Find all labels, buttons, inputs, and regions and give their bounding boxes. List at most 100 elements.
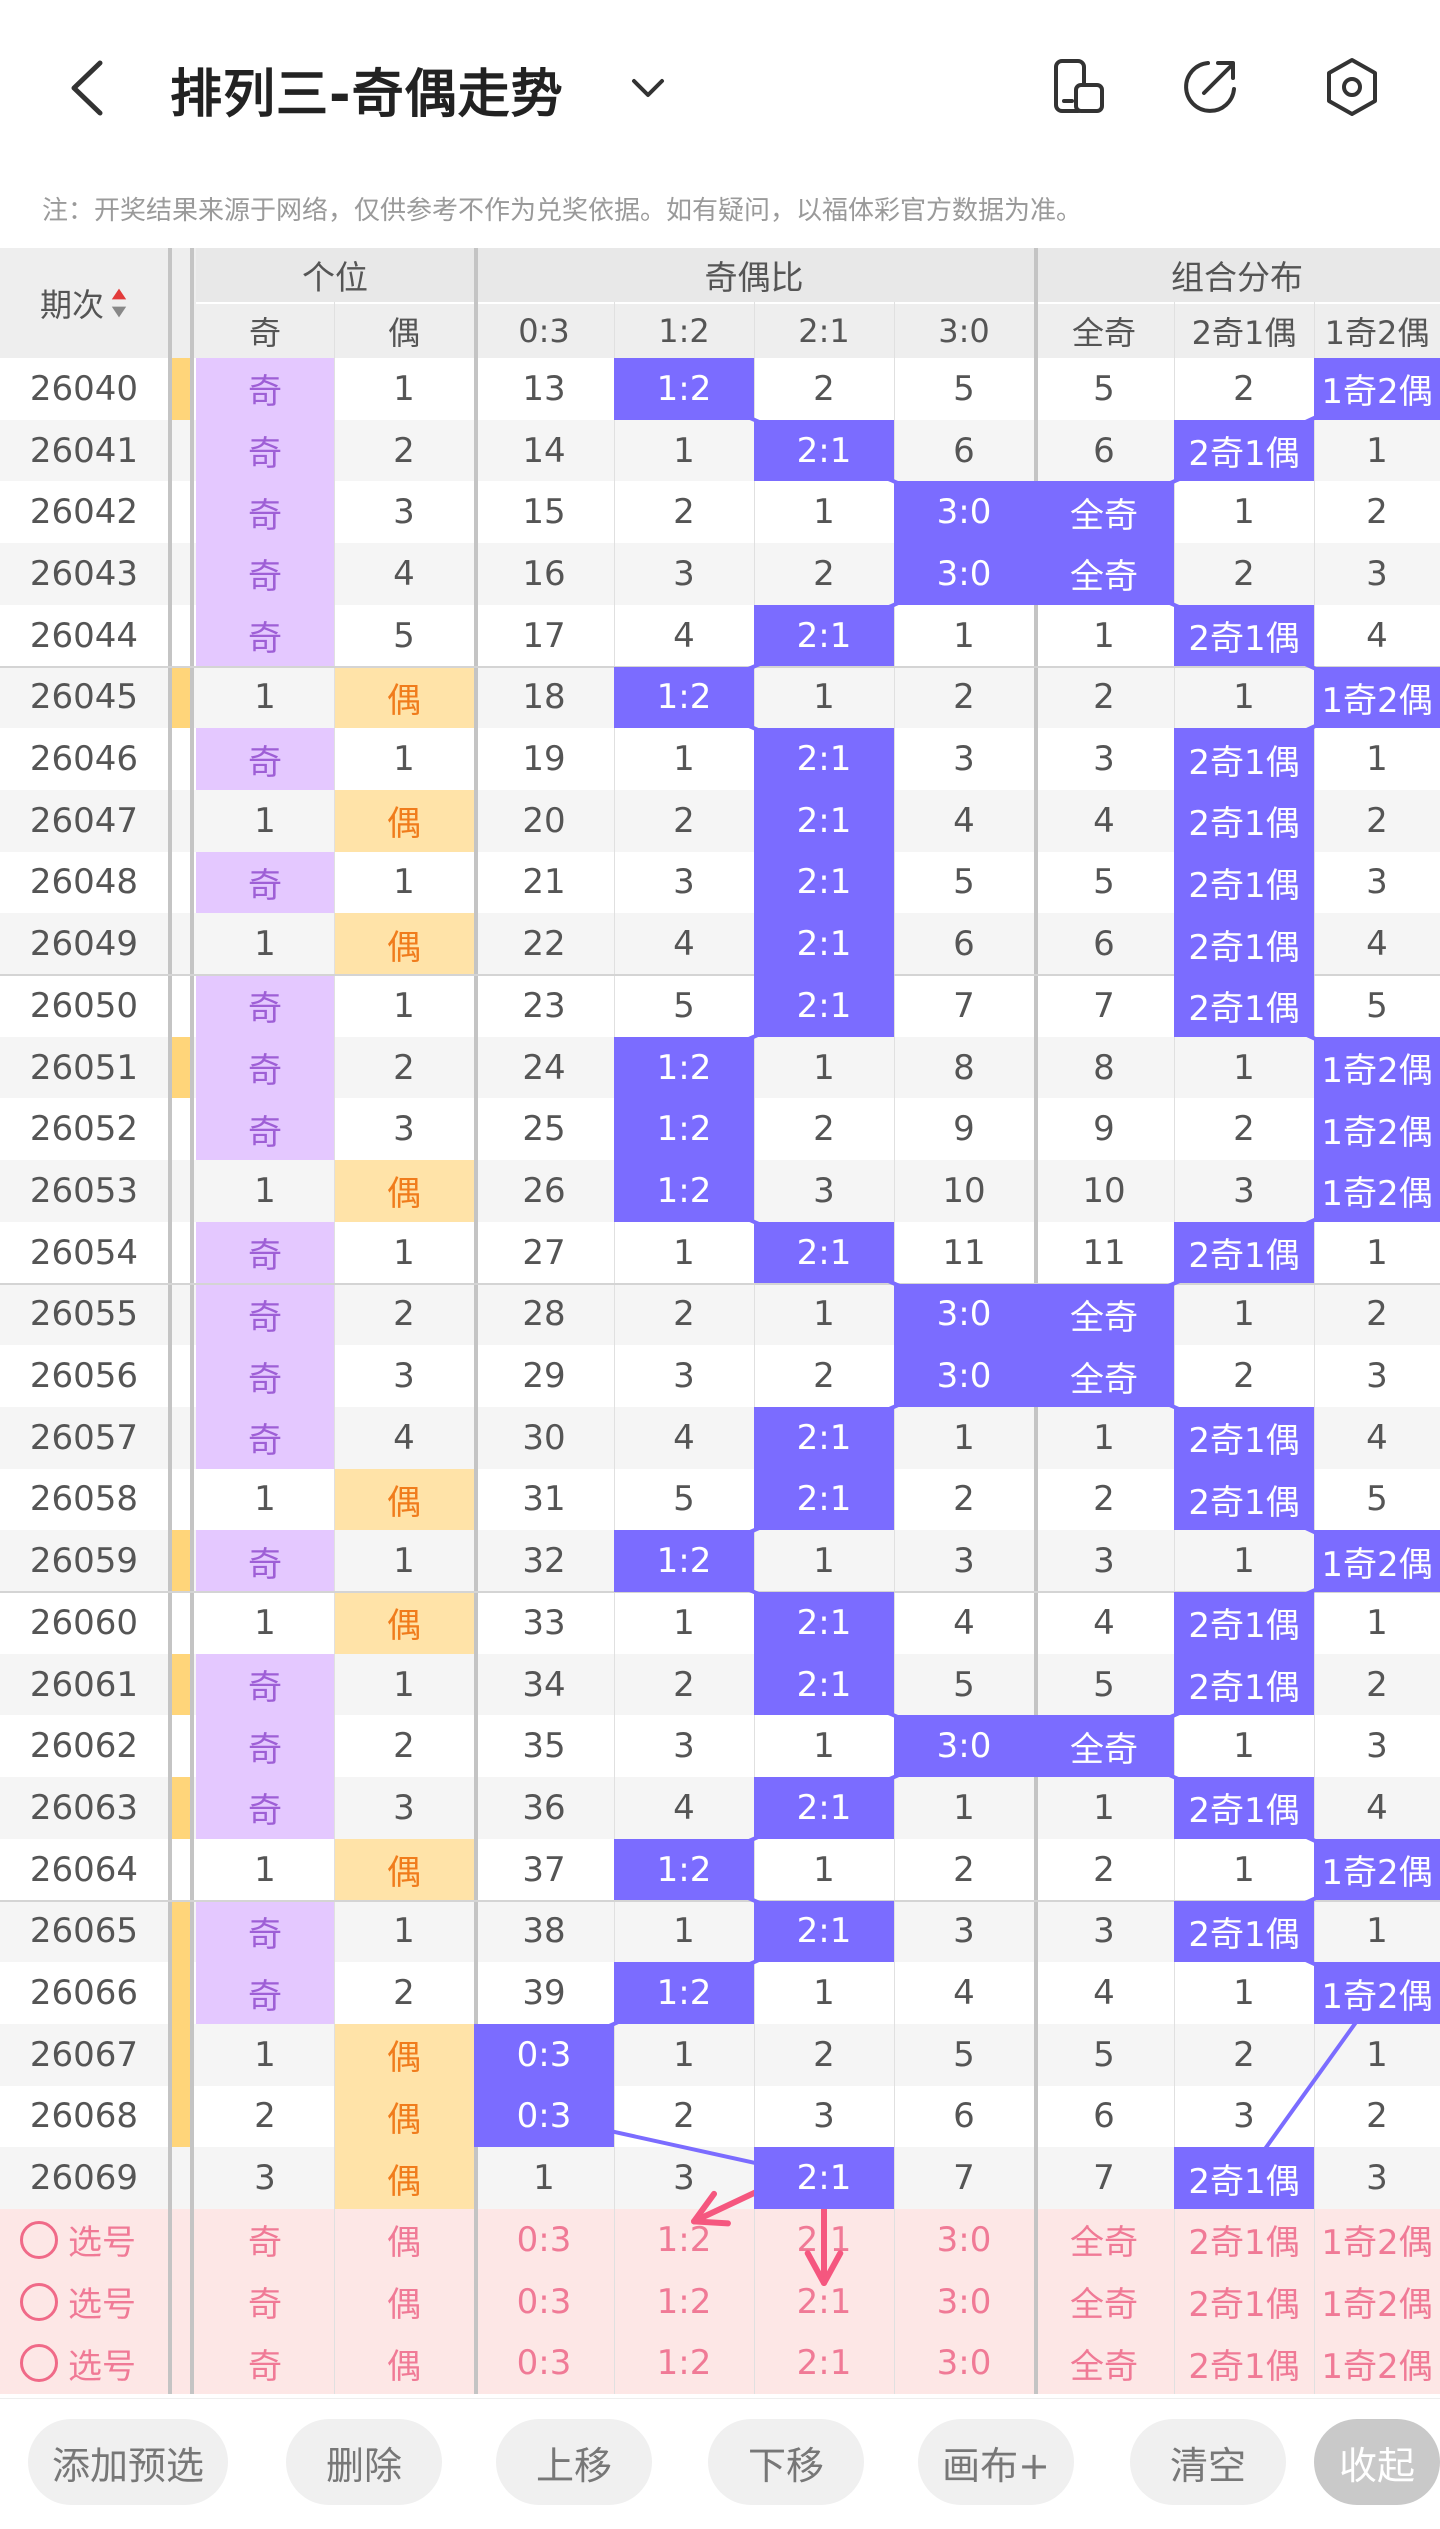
select-option[interactable]: 1奇2偶 [1321, 2223, 1433, 2264]
select-option[interactable]: 2奇1偶 [1188, 2285, 1300, 2326]
data-cell: 2 [254, 2096, 276, 2137]
select-option[interactable]: 全奇 [1070, 2223, 1138, 2264]
data-cell: 3 [1366, 862, 1388, 903]
selection-row[interactable] [0, 2332, 1440, 2395]
delete-button[interactable]: 删除 [286, 2419, 442, 2505]
data-cell: 2奇1偶 [1174, 2147, 1314, 2209]
data-cell: 1 [953, 1417, 975, 1458]
select-option[interactable]: 2奇1偶 [1188, 2223, 1300, 2264]
move-down-button[interactable]: 下移 [708, 2419, 864, 2505]
data-cell: 1 [673, 1232, 695, 1273]
data-cell: 2 [1093, 677, 1115, 718]
select-option[interactable]: 偶 [387, 2223, 421, 2264]
select-option[interactable]: 1:2 [656, 2281, 712, 2322]
data-cell: 全奇 [1034, 543, 1174, 605]
data-cell: 1:2 [614, 1962, 754, 2024]
select-option[interactable]: 2:1 [796, 2343, 852, 2384]
chevron-down-icon[interactable] [628, 68, 668, 108]
collapse-button[interactable]: 收起 [1314, 2419, 1440, 2505]
select-option[interactable]: 3:0 [936, 2281, 992, 2322]
select-option[interactable]: 0:3 [516, 2281, 572, 2322]
data-cell: 1 [1233, 1541, 1255, 1582]
radio-circle-icon[interactable] [20, 2282, 58, 2321]
period-cell: 26051 [29, 1047, 139, 1088]
data-cell: 奇 [196, 975, 334, 1037]
data-cell: 偶 [334, 1468, 474, 1531]
select-option[interactable]: 2:1 [796, 2281, 852, 2322]
data-cell: 3 [1093, 739, 1115, 780]
data-cell: 4 [393, 1417, 415, 1458]
data-cell: 3 [813, 1170, 835, 1211]
select-option[interactable]: 1奇2偶 [1321, 2346, 1433, 2387]
select-option[interactable]: 1:2 [656, 2219, 712, 2260]
select-option[interactable]: 奇 [248, 2223, 282, 2264]
data-cell: 5 [673, 985, 695, 1026]
data-cell: 5 [953, 368, 975, 409]
select-option[interactable]: 奇 [248, 2346, 282, 2387]
settings-icon[interactable] [1320, 55, 1384, 119]
data-cell: 3 [673, 862, 695, 903]
data-cell: 1 [393, 1232, 415, 1273]
data-cell: 1 [393, 1541, 415, 1582]
data-cell: 2 [673, 492, 695, 533]
radio-circle-icon[interactable] [20, 2344, 58, 2383]
data-cell: 奇 [196, 1345, 334, 1407]
data-cell: 1 [1233, 1973, 1255, 2014]
sub-header-4: 2:1 [754, 304, 894, 358]
data-cell: 3:0 [894, 1715, 1034, 1778]
row-marker [172, 1900, 190, 1963]
period-cell: 26044 [29, 615, 139, 656]
row-marker [172, 2085, 190, 2148]
select-option[interactable]: 全奇 [1070, 2346, 1138, 2387]
data-cell: 7 [1093, 985, 1115, 1026]
select-number-button[interactable]: 选号 [0, 2209, 168, 2271]
share-icon[interactable] [1178, 55, 1242, 119]
radio-circle-icon[interactable] [20, 2220, 58, 2259]
back-arrow-icon[interactable] [60, 58, 120, 118]
data-cell: 1 [254, 800, 276, 841]
move-up-button[interactable]: 上移 [496, 2419, 652, 2505]
add-preselection-button[interactable]: 添加预选 [28, 2419, 228, 2505]
page-title[interactable]: 排列三-奇偶走势 [170, 65, 564, 125]
select-option[interactable]: 1奇2偶 [1321, 2285, 1433, 2326]
selection-row[interactable] [0, 2270, 1440, 2333]
data-cell: 2:1 [754, 1468, 894, 1531]
data-cell: 偶 [334, 2023, 474, 2086]
data-cell: 全奇 [1034, 1283, 1174, 1346]
canvas-plus-button[interactable]: 画布+ [918, 2419, 1074, 2505]
select-option[interactable]: 全奇 [1070, 2285, 1138, 2326]
data-cell: 1奇2偶 [1314, 1530, 1440, 1592]
data-cell: 1:2 [614, 666, 754, 729]
data-cell: 2:1 [754, 2147, 894, 2209]
group-header-1: 奇偶比 [474, 248, 1034, 302]
data-cell: 2 [1233, 368, 1255, 409]
data-cell: 1 [1233, 1047, 1255, 1088]
phone-rotate-icon[interactable] [1046, 55, 1110, 119]
row-marker [172, 2023, 190, 2086]
period-cell: 26062 [29, 1726, 139, 1767]
select-option[interactable]: 3:0 [936, 2219, 992, 2260]
data-cell: 10 [942, 1170, 986, 1211]
period-header[interactable]: 期次 [0, 248, 168, 358]
data-cell: 1:2 [614, 1530, 754, 1592]
select-option[interactable]: 3:0 [936, 2343, 992, 2384]
select-option[interactable]: 2奇1偶 [1188, 2346, 1300, 2387]
select-option[interactable]: 0:3 [516, 2219, 572, 2260]
select-number-button[interactable]: 选号 [0, 2332, 168, 2394]
data-cell: 1 [813, 1047, 835, 1088]
data-cell: 3:0 [894, 1283, 1034, 1346]
data-cell: 37 [522, 1849, 566, 1890]
select-option[interactable]: 奇 [248, 2285, 282, 2326]
select-option[interactable]: 2:1 [796, 2219, 852, 2260]
bottom-toolbar: 添加预选 删除 上移 下移 画布+ 清空 收起 [0, 2398, 1440, 2529]
select-option[interactable]: 0:3 [516, 2343, 572, 2384]
select-number-button[interactable]: 选号 [0, 2271, 168, 2333]
select-option[interactable]: 偶 [387, 2346, 421, 2387]
data-cell: 6 [953, 2096, 975, 2137]
data-cell: 4 [673, 615, 695, 656]
data-cell: 3 [673, 1356, 695, 1397]
select-option[interactable]: 1:2 [656, 2343, 712, 2384]
select-option[interactable]: 偶 [387, 2285, 421, 2326]
clear-button[interactable]: 清空 [1130, 2419, 1286, 2505]
data-cell: 4 [1366, 924, 1388, 965]
